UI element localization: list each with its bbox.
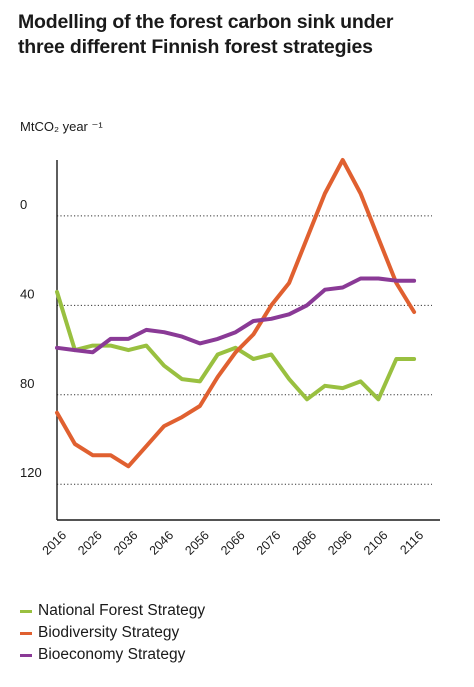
- x-tick-labels: 2016 2026 2036 2046 2056 2066 2076 2086 2096 2106…: [40, 528, 427, 558]
- chart-title-line-2: three different Finnish forest strategie…: [18, 36, 373, 58]
- y-axis-unit-label: MtCO₂ year ⁻¹: [20, 119, 103, 134]
- y-tick-label-80: 80: [20, 376, 34, 391]
- y-tick-label-40: 40: [20, 286, 34, 301]
- x-tick-label-2046: 2046: [147, 528, 177, 558]
- legend-label-bioeconomy: Bioeconomy Strategy: [38, 646, 186, 663]
- gridlines: [57, 215, 432, 485]
- x-tick-label-2026: 2026: [75, 528, 105, 558]
- chart-title: Modelling of the forest carbon sink unde…: [18, 10, 463, 60]
- series-line-biodiversity-strategy: [55, 158, 417, 469]
- series-lines: [55, 158, 417, 469]
- x-tick-label-2056: 2056: [182, 528, 212, 558]
- y-tick-label-0: 0: [20, 197, 27, 212]
- legend: National Forest Strategy Biodiversity St…: [20, 600, 205, 666]
- legend-item-biodiversity[interactable]: Biodiversity Strategy: [20, 622, 205, 644]
- line-chart: 0 40 80 120 2016 2026 2036 2046 2056 2066 2076 208…: [20, 158, 440, 558]
- x-tick-label-2116: 2116: [397, 528, 426, 557]
- chart-title-line-1: Modelling of the forest carbon sink unde…: [18, 11, 394, 33]
- series-line-national-forest-strategy: [55, 289, 417, 402]
- legend-label-national: National Forest Strategy: [38, 602, 206, 619]
- y-tick-label-120: 120: [20, 465, 42, 480]
- legend-item-national[interactable]: National Forest Strategy: [20, 600, 205, 622]
- x-tick-label-2106: 2106: [361, 528, 391, 558]
- x-tick-label-2086: 2086: [290, 528, 320, 558]
- legend-swatch-bioeconomy: [20, 653, 32, 657]
- legend-label-biodiversity: Biodiversity Strategy: [38, 624, 180, 641]
- axes: [56, 160, 440, 521]
- series-line-bioeconomy-strategy: [55, 276, 417, 355]
- legend-swatch-biodiversity: [20, 631, 32, 635]
- x-tick-label-2096: 2096: [325, 528, 355, 558]
- legend-swatch-national: [20, 609, 32, 613]
- x-tick-label-2076: 2076: [254, 528, 284, 558]
- x-tick-label-2016: 2016: [40, 528, 70, 558]
- legend-item-bioeconomy[interactable]: Bioeconomy Strategy: [20, 644, 205, 666]
- x-tick-label-2066: 2066: [218, 528, 248, 558]
- y-tick-labels: 0 40 80 120: [20, 197, 42, 480]
- x-tick-label-2036: 2036: [111, 528, 141, 558]
